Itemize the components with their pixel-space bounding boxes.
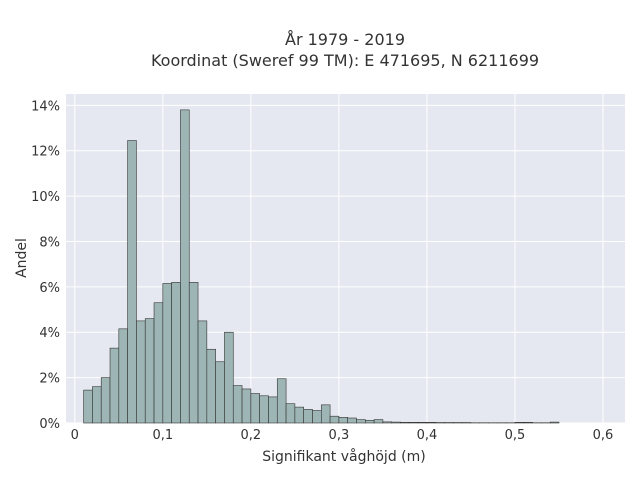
histogram-bar: [276, 378, 287, 424]
x-tick-label: 0,5: [505, 428, 526, 443]
y-tick-label: 6%: [39, 281, 60, 296]
y-tick-label: 4%: [39, 326, 60, 341]
x-tick-label: 0,2: [241, 428, 262, 443]
y-tick-labels: 0% 2% 4% 6% 8% 10% 12% 14%: [31, 99, 60, 432]
histogram-bar: [356, 419, 366, 424]
x-tick-label: 0: [71, 428, 79, 443]
histogram-bar: [417, 422, 428, 424]
histogram-bar: [523, 422, 533, 424]
histogram-bar: [224, 331, 234, 424]
chart-title-line1: År 1979 - 2019: [285, 30, 405, 49]
histogram-bar: [426, 422, 437, 424]
histogram-bar: [391, 421, 401, 424]
histogram-bar: [320, 404, 331, 424]
histogram-bar: [215, 361, 225, 424]
x-tick-labels: 0 0,1 0,2 0,3 0,4 0,5 0,6: [71, 428, 614, 443]
histogram-bar: [100, 377, 111, 424]
histogram-bar: [338, 417, 349, 424]
y-axis-label: Andel: [14, 238, 30, 278]
histogram-bar: [514, 422, 525, 424]
histogram-bar: [259, 395, 269, 424]
x-tick-label: 0,1: [152, 428, 173, 443]
histogram-bar: [92, 386, 102, 424]
histogram-bar: [373, 419, 384, 424]
histogram-bar: [303, 409, 313, 424]
y-tick-label: 10%: [31, 190, 60, 205]
x-tick-label: 0,4: [417, 428, 438, 443]
histogram-bar: [162, 283, 172, 424]
x-tick-label: 0,3: [329, 428, 350, 443]
histogram-bar: [197, 320, 208, 424]
histogram-bar: [153, 302, 164, 424]
histogram-bar: [180, 109, 190, 424]
histogram-bar: [250, 393, 260, 424]
histogram-bar: [268, 396, 278, 424]
histogram-bar: [171, 282, 181, 424]
histogram-bar: [144, 318, 155, 424]
histogram-bar: [285, 403, 296, 424]
histogram-bar: [83, 389, 93, 424]
x-axis-label: Signifikant våghöjd (m): [262, 448, 425, 465]
bars-group: [83, 109, 560, 424]
x-tick-label: 0,6: [593, 428, 614, 443]
y-tick-label: 2%: [39, 372, 60, 387]
histogram-bar: [232, 385, 243, 424]
histogram-bar: [400, 422, 410, 424]
y-tick-label: 0%: [39, 417, 60, 432]
histogram-bar: [409, 422, 419, 424]
chart-title-line2: Koordinat (Sweref 99 TM): E 471695, N 62…: [151, 51, 539, 70]
y-tick-label: 8%: [39, 235, 60, 250]
histogram-bar: [549, 421, 560, 424]
histogram-bar: [188, 282, 199, 424]
histogram-bar: [109, 347, 120, 424]
histogram-bar: [365, 419, 375, 424]
y-tick-label: 12%: [31, 145, 60, 160]
histogram-bar: [294, 406, 304, 424]
histogram-bar: [127, 140, 137, 424]
histogram-bar: [206, 348, 216, 424]
y-tick-label: 14%: [31, 99, 60, 114]
histogram-bar: [241, 388, 252, 424]
histogram-bar: [329, 415, 340, 424]
histogram-bar: [118, 328, 128, 424]
histogram-bar: [312, 410, 322, 424]
histogram-bar: [347, 417, 357, 424]
histogram-bar: [136, 320, 146, 424]
histogram-bar: [382, 421, 393, 424]
